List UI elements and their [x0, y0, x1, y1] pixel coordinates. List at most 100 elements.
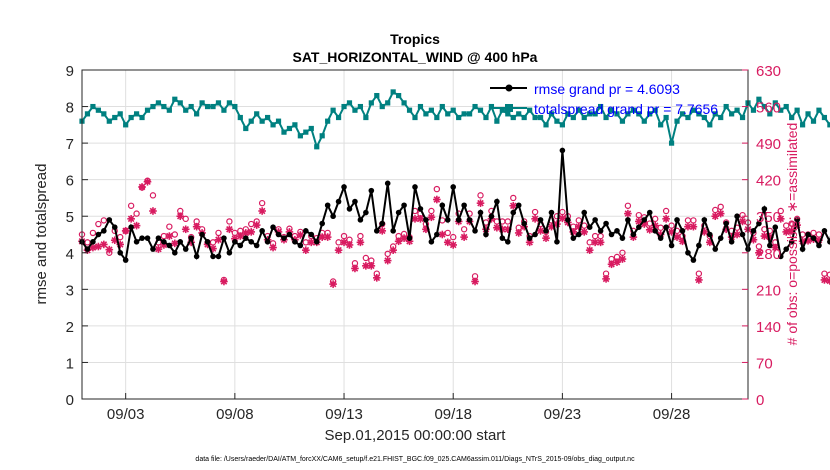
totalspread-point: [379, 103, 385, 110]
totalspread-point: [259, 118, 265, 124]
y-tick-label-left: 4: [66, 246, 74, 263]
rmse-point: [706, 231, 713, 238]
totalspread-point: [412, 114, 418, 121]
y-tick-label-right: 280: [756, 246, 781, 263]
obs-possible-point: [215, 229, 222, 237]
totalspread-point: [527, 107, 533, 113]
rmse-point: [717, 235, 724, 241]
obs-possible-point: [171, 231, 179, 238]
totalspread-point: [106, 118, 112, 124]
plot-frame: [81, 69, 749, 400]
totalspread-point: [133, 111, 140, 117]
totalspread-point: [177, 100, 183, 106]
obs-assimilated-point: [394, 237, 403, 246]
totalspread-point: [761, 103, 767, 110]
totalspread-point: [297, 133, 303, 139]
totalspread-point: [95, 107, 101, 113]
totalspread-point: [406, 107, 413, 113]
totalspread-point: [144, 107, 151, 113]
totalspread-point: [472, 103, 478, 110]
totalspread-point: [783, 103, 789, 110]
rmse-point: [242, 235, 249, 241]
totalspread-point: [243, 125, 249, 132]
obs-possible-point: [777, 207, 784, 215]
totalspread-point: [194, 111, 200, 117]
rmse-point: [559, 147, 566, 154]
obs-assimilated-point: [689, 222, 698, 231]
totalspread-point: [756, 96, 762, 102]
rmse-point: [84, 246, 91, 252]
totalspread-point: [84, 111, 91, 117]
rmse-point: [788, 239, 795, 245]
totalspread-point: [248, 118, 254, 124]
x-tick-label: 09/23: [544, 406, 582, 423]
obs-assimilated-point: [105, 245, 114, 254]
obs-possible-point: [84, 239, 91, 246]
rmse-point: [384, 180, 391, 187]
rmse-point: [303, 228, 309, 234]
rmse-point: [723, 220, 729, 227]
totalspread-point: [625, 111, 631, 117]
totalspread-point: [674, 118, 680, 124]
rmse-point: [494, 198, 500, 205]
totalspread-point: [821, 114, 828, 121]
obs-assimilated-point: [471, 277, 479, 286]
obs-assimilated-point: [602, 275, 610, 283]
rmse-point: [101, 228, 107, 234]
rmse-point: [488, 213, 495, 220]
totalspread-point: [439, 103, 445, 110]
totalspread-point: [494, 118, 500, 124]
rmse-point: [128, 224, 134, 230]
rmse-point: [439, 202, 446, 209]
totalspread-point: [810, 118, 817, 124]
x-tick-label: 09/03: [107, 406, 145, 423]
rmse-point: [772, 224, 779, 230]
rmse-point: [182, 246, 189, 252]
obs-assimilated-point: [302, 246, 310, 254]
y-tick-label-right: 140: [756, 319, 781, 336]
rmse-point: [543, 228, 549, 234]
obs-assimilated-point: [673, 233, 681, 241]
y-tick-label-right: 350: [756, 209, 781, 226]
obs-possible-point: [149, 192, 157, 199]
y-tick-label-left: 5: [66, 209, 74, 226]
obs-assimilated-point: [389, 246, 397, 254]
obs-assimilated-point: [443, 238, 452, 247]
totalspread-point: [450, 107, 456, 113]
obs-possible-point: [504, 218, 512, 225]
totalspread-point: [581, 114, 587, 121]
totalspread-point: [352, 107, 358, 113]
obs-assimilated-point: [820, 276, 829, 284]
totalspread-point: [335, 114, 342, 121]
totalspread-point: [778, 107, 784, 113]
rmse-point: [483, 231, 489, 238]
obs-assimilated-point: [132, 221, 141, 230]
y-tick-label-left: 3: [66, 282, 74, 299]
rmse-point: [373, 228, 380, 234]
totalspread-point: [275, 118, 282, 124]
rmse-point: [701, 217, 708, 223]
rmse-point: [111, 224, 118, 230]
rmse-point: [204, 239, 211, 245]
rmse-point: [106, 217, 113, 223]
totalspread-point: [166, 107, 172, 113]
obs-assimilated-point: [296, 231, 305, 239]
totalspread-point: [537, 114, 544, 121]
obs-assimilated-point: [138, 183, 146, 191]
obs-assimilated-point: [345, 241, 354, 249]
totalspread-point: [303, 129, 309, 135]
y-tick-label-left: 8: [66, 100, 74, 117]
rmse-point: [515, 202, 522, 209]
totalspread-point: [357, 103, 364, 110]
obs-assimilated-point: [684, 222, 692, 231]
obs-assimilated-point: [220, 277, 228, 286]
obs-assimilated-point: [154, 245, 163, 253]
rmse-point: [466, 217, 473, 223]
legend: rmse grand pr = 4.6093 totalspread grand…: [490, 81, 718, 117]
totalspread-point: [772, 100, 778, 106]
totalspread-point: [488, 103, 495, 110]
rmse-point: [275, 231, 282, 238]
y-tick-label-left: 7: [66, 136, 74, 153]
totalspread-point: [679, 111, 686, 117]
